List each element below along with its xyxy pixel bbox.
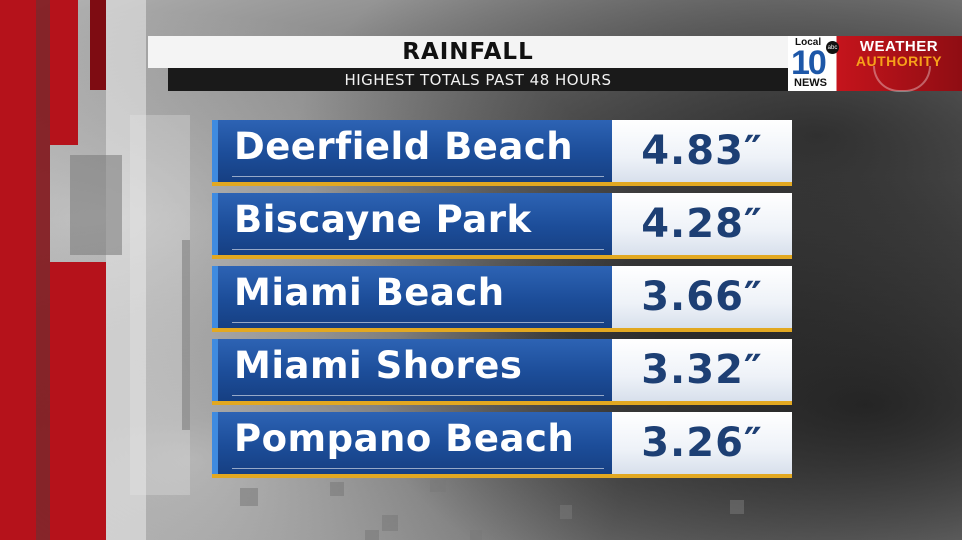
red-accent-bar bbox=[36, 0, 50, 540]
weather-authority-brand: WEATHER AUTHORITY bbox=[840, 38, 958, 69]
red-accent-bar bbox=[0, 0, 36, 540]
rainfall-row: Biscayne Park 4.28″ bbox=[212, 193, 792, 259]
rainfall-total: 4.28″ bbox=[641, 201, 763, 247]
decor-block bbox=[560, 505, 572, 519]
location-panel: Pompano Beach bbox=[212, 412, 612, 474]
decor-block bbox=[106, 0, 146, 540]
rainfall-total: 3.66″ bbox=[641, 274, 763, 320]
graphic-title: RAINFALL bbox=[148, 36, 788, 68]
location-name: Pompano Beach bbox=[234, 417, 575, 460]
location-panel: Deerfield Beach bbox=[212, 120, 612, 182]
location-panel: Miami Beach bbox=[212, 266, 612, 328]
network-icon: abc bbox=[826, 41, 839, 54]
graphic-subtitle: HIGHEST TOTALS PAST 48 HOURS bbox=[168, 68, 788, 91]
gold-divider bbox=[212, 328, 792, 332]
rainfall-row: Miami Beach 3.66″ bbox=[212, 266, 792, 332]
location-name: Deerfield Beach bbox=[234, 125, 574, 168]
decor-block bbox=[182, 240, 190, 430]
rainfall-total: 3.26″ bbox=[641, 420, 763, 466]
total-panel: 3.32″ bbox=[612, 339, 792, 401]
location-name: Miami Shores bbox=[234, 344, 523, 387]
brand-line-weather: WEATHER bbox=[859, 38, 939, 55]
rainfall-total: 3.32″ bbox=[641, 347, 763, 393]
brand-line-authority: AUTHORITY bbox=[855, 53, 943, 69]
gold-divider bbox=[212, 401, 792, 405]
total-panel: 4.83″ bbox=[612, 120, 792, 182]
rainfall-row: Deerfield Beach 4.83″ bbox=[212, 120, 792, 186]
location-name: Miami Beach bbox=[234, 271, 505, 314]
red-accent-bar bbox=[90, 0, 106, 90]
decor-block bbox=[70, 155, 122, 255]
decor-block bbox=[430, 480, 446, 492]
gold-divider bbox=[212, 255, 792, 259]
decor-block bbox=[730, 500, 744, 514]
location-name: Biscayne Park bbox=[234, 198, 532, 241]
total-panel: 3.26″ bbox=[612, 412, 792, 474]
gold-divider bbox=[212, 182, 792, 186]
logo-ring-graphic bbox=[873, 66, 931, 92]
decor-block bbox=[240, 488, 258, 506]
decor-block bbox=[470, 530, 482, 540]
logo-news-text: NEWS bbox=[794, 77, 827, 89]
logo-channel-number: 10 bbox=[791, 44, 827, 82]
logo-local-text: Local bbox=[795, 37, 822, 48]
location-panel: Miami Shores bbox=[212, 339, 612, 401]
rainfall-total: 4.83″ bbox=[641, 128, 763, 174]
total-panel: 4.28″ bbox=[612, 193, 792, 255]
total-panel: 3.66″ bbox=[612, 266, 792, 328]
decor-block bbox=[365, 530, 379, 540]
decor-block bbox=[382, 515, 398, 531]
gold-divider bbox=[212, 474, 792, 478]
station-logo: Local 10 NEWS abc WEATHER AUTHORITY bbox=[788, 36, 962, 92]
red-accent-bar bbox=[50, 0, 78, 145]
red-accent-bar bbox=[50, 262, 106, 540]
rainfall-row: Pompano Beach 3.26″ bbox=[212, 412, 792, 478]
rainfall-row: Miami Shores 3.32″ bbox=[212, 339, 792, 405]
decor-block bbox=[130, 115, 190, 495]
location-panel: Biscayne Park bbox=[212, 193, 612, 255]
decor-block bbox=[330, 482, 344, 496]
